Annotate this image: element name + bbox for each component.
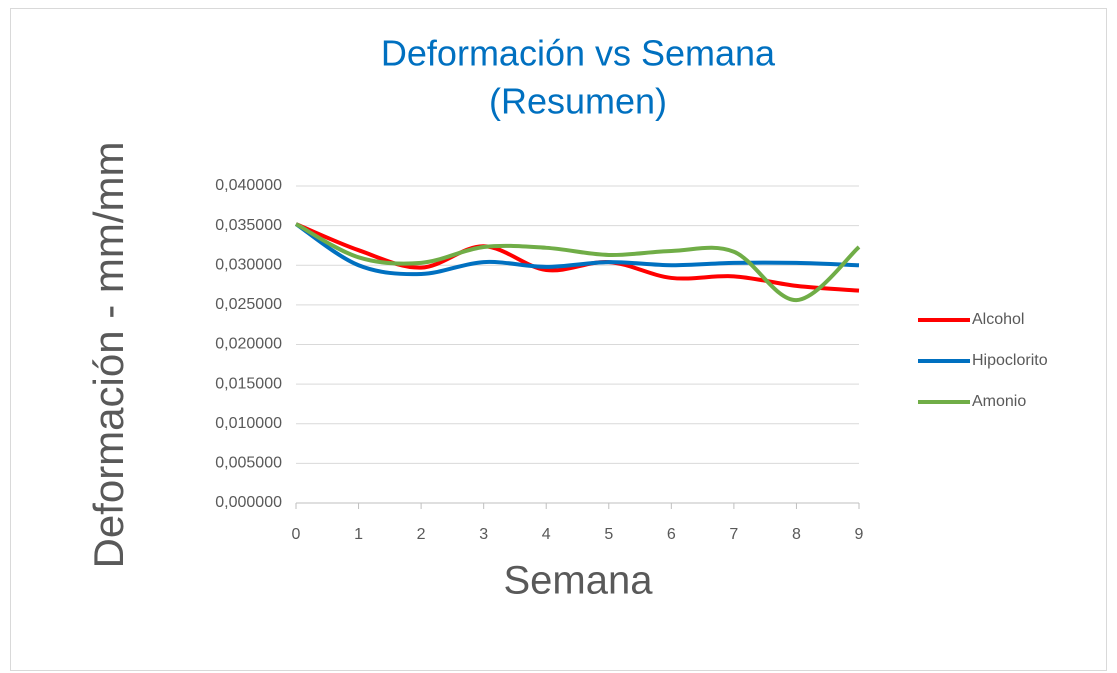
x-tick-label: 3 — [479, 526, 488, 543]
x-axis-label: Semana — [504, 559, 654, 603]
x-tick-label: 0 — [292, 526, 301, 543]
y-tick-label: 0,015000 — [215, 375, 282, 392]
y-tick-label: 0,005000 — [215, 455, 282, 472]
y-axis-label: Deformación - mm/mm — [85, 141, 132, 568]
series-line — [294, 222, 860, 277]
x-tick-label: 5 — [604, 526, 613, 543]
x-tick-label: 4 — [542, 526, 551, 543]
y-tick-label: 0,030000 — [215, 256, 282, 273]
chart-title: Deformación vs Semana — [381, 33, 776, 74]
x-tick-label: 8 — [792, 526, 801, 543]
chart-frame — [10, 8, 1107, 671]
y-tick-label: 0,010000 — [215, 415, 282, 432]
legend-label: Alcohol — [972, 311, 1024, 328]
x-tick-label: 7 — [729, 526, 738, 543]
x-tick-label: 6 — [667, 526, 676, 543]
y-tick-label: 0,040000 — [215, 177, 282, 194]
y-tick-label: 0,035000 — [215, 217, 282, 234]
x-tick-label: 2 — [417, 526, 426, 543]
series-line — [295, 222, 860, 293]
y-tick-label: 0,000000 — [215, 494, 282, 511]
series-line — [295, 222, 861, 303]
y-tick-label: 0,020000 — [215, 336, 282, 353]
y-tick-label: 0,025000 — [215, 296, 282, 313]
legend-label: Hipoclorito — [972, 352, 1048, 369]
legend-label: Amonio — [972, 393, 1026, 410]
chart-title: (Resumen) — [489, 81, 667, 122]
x-tick-label: 9 — [855, 526, 864, 543]
x-tick-label: 1 — [354, 526, 363, 543]
